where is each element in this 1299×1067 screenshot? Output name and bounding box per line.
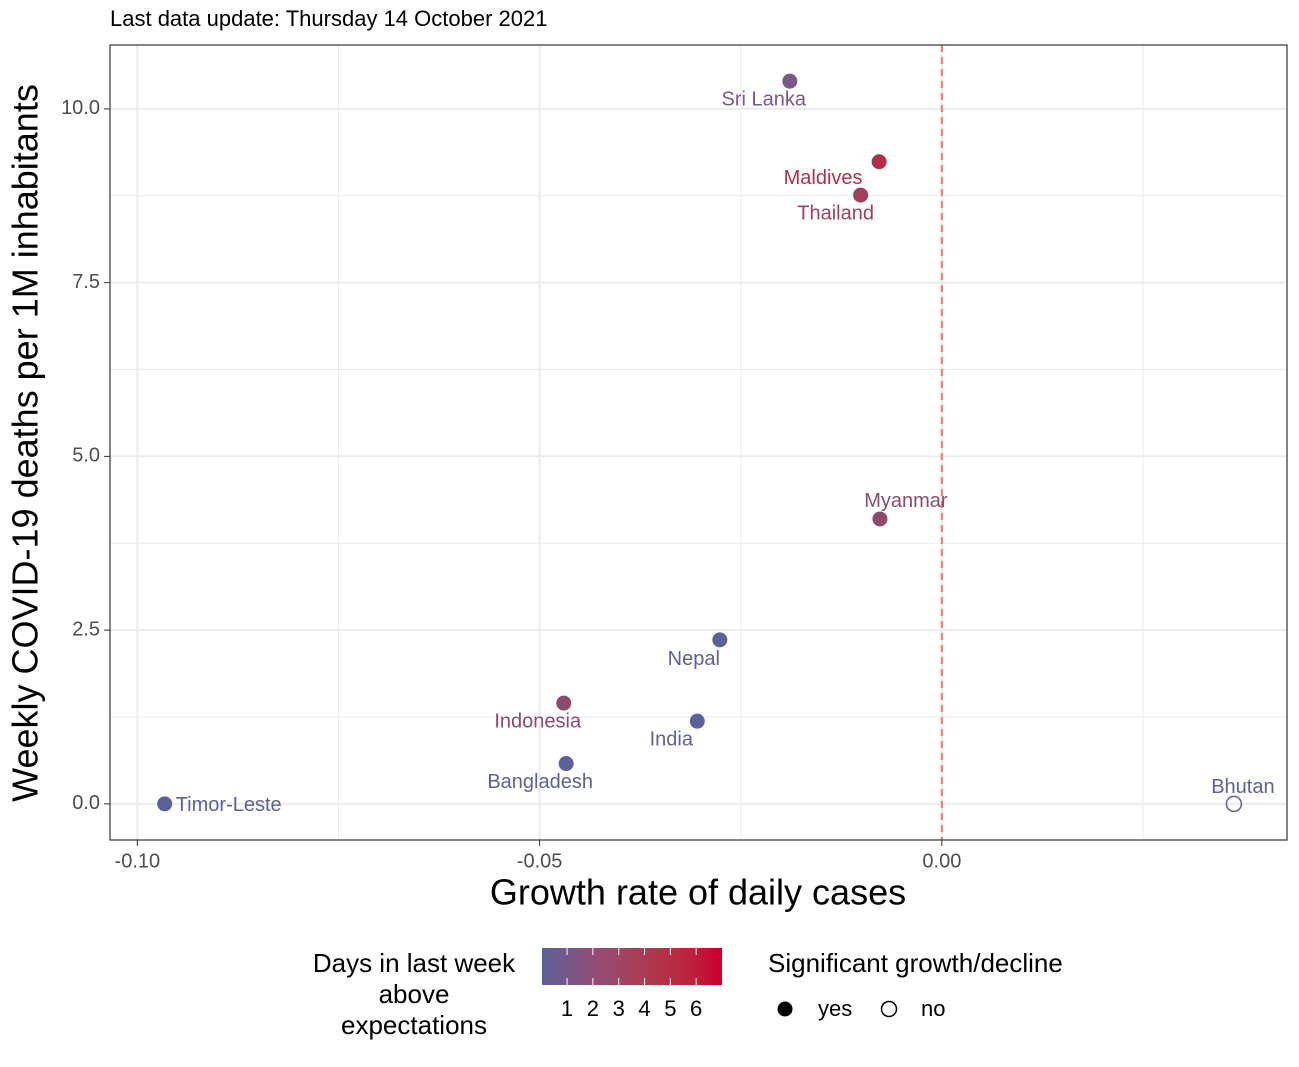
point-label: India <box>650 728 694 750</box>
color-bar-label: 1 <box>561 996 573 1021</box>
point-label: Sri Lanka <box>722 88 807 110</box>
legend-label: yes <box>818 996 852 1021</box>
x-axis-title: Growth rate of daily cases <box>490 872 906 913</box>
point-label: Myanmar <box>864 490 948 512</box>
x-tick-label: 0.00 <box>922 850 961 872</box>
color-bar-label: 5 <box>664 996 676 1021</box>
plot-border <box>109 44 1288 841</box>
point <box>853 187 869 203</box>
point-label: Nepal <box>668 648 720 670</box>
shape-legend-title: Significant growth/decline <box>768 948 1063 978</box>
x-tick-label: -0.05 <box>517 850 563 872</box>
legend-label: no <box>921 996 945 1021</box>
point <box>556 695 572 711</box>
point-label: Timor-Leste <box>176 794 282 816</box>
point-label: Maldives <box>784 167 863 189</box>
color-legend-title: Days in last week <box>313 948 516 978</box>
point-label: Bangladesh <box>487 771 593 793</box>
point <box>1225 795 1243 813</box>
color-bar <box>542 948 722 985</box>
color-bar-label: 3 <box>613 996 625 1021</box>
x-tick-label: -0.10 <box>115 850 161 872</box>
y-tick-label: 2.5 <box>72 618 100 640</box>
y-axis-title: Weekly COVID-19 deaths per 1M inhabitant… <box>5 84 46 802</box>
legend-symbol <box>777 1001 793 1017</box>
chart-title: Last data update: Thursday 14 October 20… <box>110 6 547 31</box>
color-legend-title: expectations <box>341 1010 487 1040</box>
color-legend-title: above <box>379 979 450 1009</box>
point <box>689 713 705 729</box>
point <box>558 756 574 772</box>
point <box>871 154 887 170</box>
y-tick-label: 7.5 <box>72 271 100 293</box>
y-tick-label: 5.0 <box>72 445 100 467</box>
point <box>872 511 888 527</box>
legend-symbol <box>880 1000 898 1018</box>
point <box>157 796 173 812</box>
point-label: Thailand <box>797 202 874 224</box>
color-bar-label: 6 <box>690 996 702 1021</box>
y-tick-label: 0.0 <box>72 792 100 814</box>
point-label: Bhutan <box>1211 776 1274 798</box>
y-tick-label: 10.0 <box>61 97 100 119</box>
point-label: Indonesia <box>494 710 582 732</box>
color-bar-label: 4 <box>638 996 650 1021</box>
point <box>712 632 728 648</box>
color-bar-label: 2 <box>587 996 599 1021</box>
point <box>782 73 798 89</box>
